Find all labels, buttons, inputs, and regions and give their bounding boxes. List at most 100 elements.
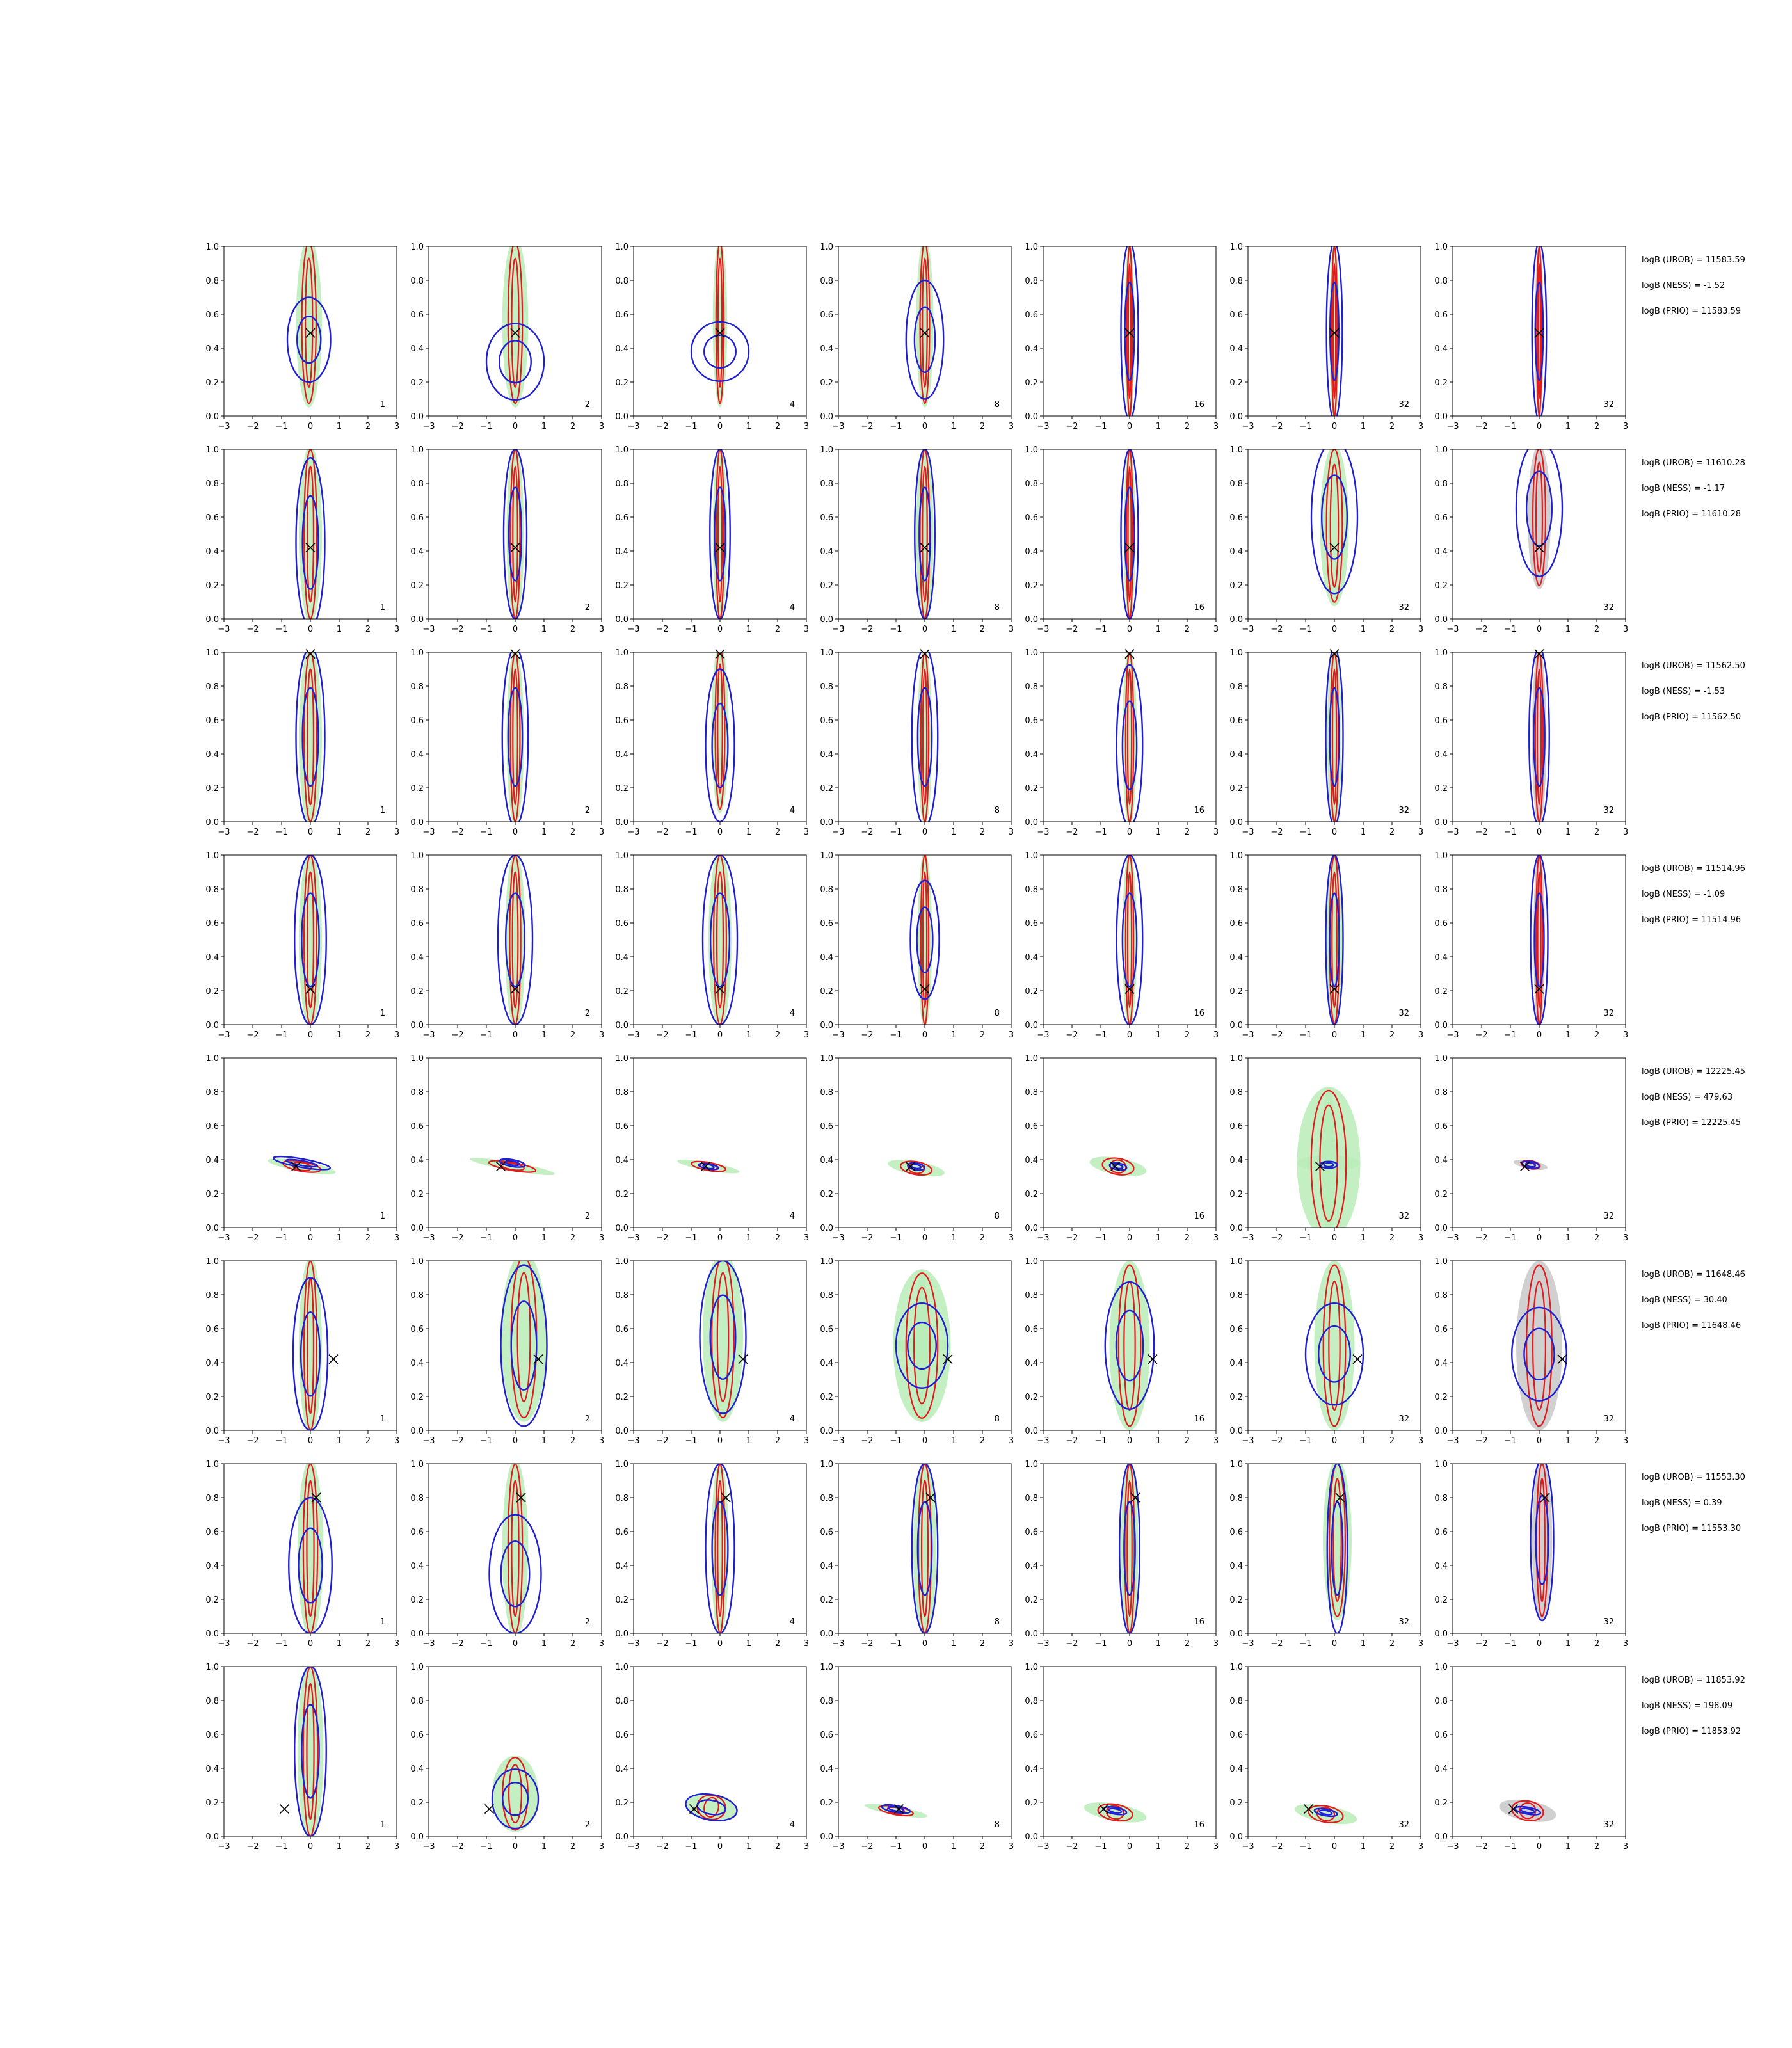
x-tick-label: −1 xyxy=(480,828,492,837)
x-tick-label: 0 xyxy=(308,1639,313,1649)
x-tick-label: 3 xyxy=(394,1842,399,1852)
y-tick-label: 0.4 xyxy=(615,1156,628,1165)
y-tick-label: 0.8 xyxy=(410,1697,424,1706)
y-tick-label: 0.2 xyxy=(1434,378,1448,388)
red-contour xyxy=(717,257,723,388)
y-tick-label: 0.2 xyxy=(820,1798,833,1808)
plot-area xyxy=(709,449,731,619)
y-tick-label: 0.4 xyxy=(1025,547,1038,557)
x-tick-label: 0 xyxy=(922,625,927,634)
y-tick-label: 1.0 xyxy=(615,851,628,861)
y-tick-label: 0.2 xyxy=(1229,987,1243,996)
axes-frame xyxy=(1043,1057,1217,1228)
y-tick-label: 0.8 xyxy=(1434,1088,1448,1098)
y-tick-label: 0.8 xyxy=(1025,1291,1038,1300)
x-tick-label: 2 xyxy=(570,828,575,837)
blue-contour xyxy=(1124,486,1135,582)
y-tick-label: 0.2 xyxy=(615,784,628,794)
y-tick-label: 1.0 xyxy=(1229,445,1243,455)
blue-contour xyxy=(499,340,532,384)
x-tick-label: −3 xyxy=(1242,625,1254,634)
blue-contour xyxy=(1329,687,1340,787)
red-contour xyxy=(500,1162,525,1171)
x-tick-label: 3 xyxy=(1418,1842,1423,1852)
x-tick-label: 2 xyxy=(980,1639,985,1649)
panel-label: 32 xyxy=(1603,1617,1614,1627)
x-tick-label: −3 xyxy=(422,1842,435,1852)
panel-label: 32 xyxy=(1603,400,1614,410)
blue-contour xyxy=(1121,700,1138,791)
true-value-marker xyxy=(1315,1162,1325,1172)
blue-contour xyxy=(690,321,750,382)
x-tick-label: −1 xyxy=(1504,1639,1516,1649)
red-contour xyxy=(305,257,314,388)
y-tick-label: 0.2 xyxy=(410,1798,424,1808)
x-tick-label: −1 xyxy=(890,422,902,431)
y-tick-label: 0.8 xyxy=(820,1697,833,1706)
red-contour xyxy=(1532,449,1546,587)
x-tick-label: −1 xyxy=(275,1233,287,1243)
y-tick-label: 0.0 xyxy=(615,1224,628,1233)
x-tick-label: 2 xyxy=(1594,1842,1599,1852)
true-value-marker xyxy=(1534,649,1544,659)
red-contour xyxy=(716,1272,730,1403)
x-tick-label: −3 xyxy=(218,828,230,837)
y-tick-label: 0.6 xyxy=(410,1122,424,1132)
panel-r6-c3: −3 −2 −1 0 1 2 3 0.0 0.2 0.4 0.6 0.8 1.0 4 xyxy=(615,1257,809,1446)
density-fill xyxy=(1320,449,1349,607)
y-tick-label: 0.2 xyxy=(820,784,833,794)
panel-label: 8 xyxy=(995,1820,1000,1830)
y-tick-label: 0.0 xyxy=(1434,615,1448,625)
y-tick-label: 0.0 xyxy=(1229,615,1243,625)
blue-contour xyxy=(1325,855,1344,1025)
panel-r5-c2: −3 −2 −1 0 1 2 3 0.0 0.2 0.4 0.6 0.8 1.0 2 xyxy=(410,1054,604,1243)
y-tick-label: 0.0 xyxy=(820,1629,833,1639)
true-value-marker xyxy=(1534,543,1544,553)
y-tick-label: 0.2 xyxy=(615,581,628,591)
x-tick-label: 1 xyxy=(541,828,547,837)
logb-annotation: logB (NESS) = 198.09 xyxy=(1642,1701,1732,1711)
red-contour xyxy=(1526,1264,1553,1427)
x-tick-label: 3 xyxy=(599,1436,604,1446)
y-tick-label: 1.0 xyxy=(615,1460,628,1469)
red-contour xyxy=(1519,1802,1537,1820)
y-tick-label: 1.0 xyxy=(1025,648,1038,658)
red-contour xyxy=(1532,1280,1547,1411)
y-tick-label: 0.8 xyxy=(820,682,833,692)
x-tick-label: 2 xyxy=(980,422,985,431)
x-tick-label: −2 xyxy=(1270,828,1283,837)
blue-contour xyxy=(705,668,735,822)
y-tick-label: 0.0 xyxy=(205,1629,219,1639)
y-tick-label: 0.6 xyxy=(205,716,219,726)
x-tick-label: 0 xyxy=(717,1842,723,1852)
true-value-marker xyxy=(495,1162,506,1172)
true-value-marker xyxy=(311,1492,321,1503)
panel-label: 2 xyxy=(585,603,590,612)
density-fill xyxy=(916,246,934,408)
x-tick-label: 0 xyxy=(1537,625,1542,634)
true-value-marker xyxy=(484,1804,495,1814)
y-tick-label: 0.4 xyxy=(410,953,424,963)
y-tick-label: 0.2 xyxy=(1229,784,1243,794)
y-tick-label: 0.8 xyxy=(820,885,833,895)
x-tick-label: −1 xyxy=(1094,1639,1107,1649)
blue-contour xyxy=(1514,1805,1542,1816)
x-tick-label: −2 xyxy=(656,1639,668,1649)
true-value-marker xyxy=(905,1162,916,1172)
x-tick-label: −1 xyxy=(890,828,902,837)
x-tick-label: 3 xyxy=(1009,422,1014,431)
y-tick-label: 1.0 xyxy=(1025,1257,1038,1267)
y-tick-label: 0.6 xyxy=(1025,716,1038,726)
blue-contour xyxy=(1116,664,1144,822)
y-tick-label: 1.0 xyxy=(820,1460,833,1469)
true-value-marker xyxy=(1329,328,1340,338)
y-tick-label: 0.4 xyxy=(205,1764,219,1774)
x-tick-label: −1 xyxy=(1094,422,1107,431)
x-tick-label: 1 xyxy=(951,422,956,431)
blue-contour xyxy=(504,892,526,988)
panel-r2-c4: −3 −2 −1 0 1 2 3 0.0 0.2 0.4 0.6 0.8 1.0 8 xyxy=(820,445,1014,634)
x-tick-label: −1 xyxy=(1299,1436,1311,1446)
x-tick-label: 0 xyxy=(513,422,518,431)
x-tick-label: −2 xyxy=(861,828,873,837)
x-tick-label: 2 xyxy=(1185,1233,1190,1243)
